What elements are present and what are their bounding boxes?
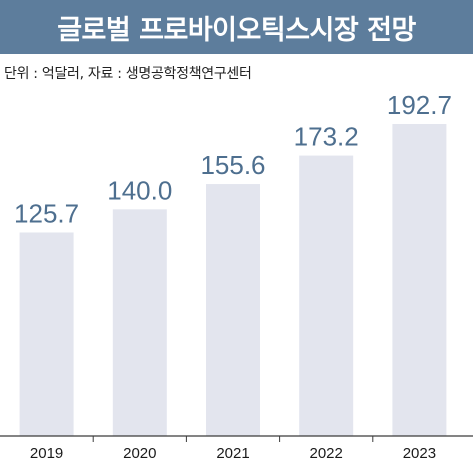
x-tick-label-2023: 2023 [403, 445, 436, 462]
value-label-2020: 140.0 [107, 175, 172, 205]
x-tick-label-2021: 2021 [216, 445, 249, 462]
x-tick-label-2022: 2022 [310, 445, 343, 462]
chart-title: 글로벌 프로바이오틱스시장 전망 [57, 14, 416, 46]
bar-2020 [112, 209, 167, 436]
value-label-2021: 155.6 [200, 150, 265, 180]
bar-2022 [299, 155, 354, 436]
bar-2019 [19, 232, 74, 436]
value-label-2023: 192.7 [387, 90, 452, 120]
bar-2023 [392, 124, 447, 436]
x-tick-label-2019: 2019 [30, 445, 63, 462]
title-bar: 글로벌 프로바이오틱스시장 전망 [0, 0, 473, 54]
value-label-2019: 125.7 [14, 198, 79, 228]
bar-2021 [206, 184, 260, 436]
x-tick-label-2020: 2020 [123, 445, 156, 462]
value-label-2022: 173.2 [294, 122, 359, 152]
unit-source-note: 단위 : 억달러, 자료 : 생명공학정책연구센터 [4, 66, 252, 82]
